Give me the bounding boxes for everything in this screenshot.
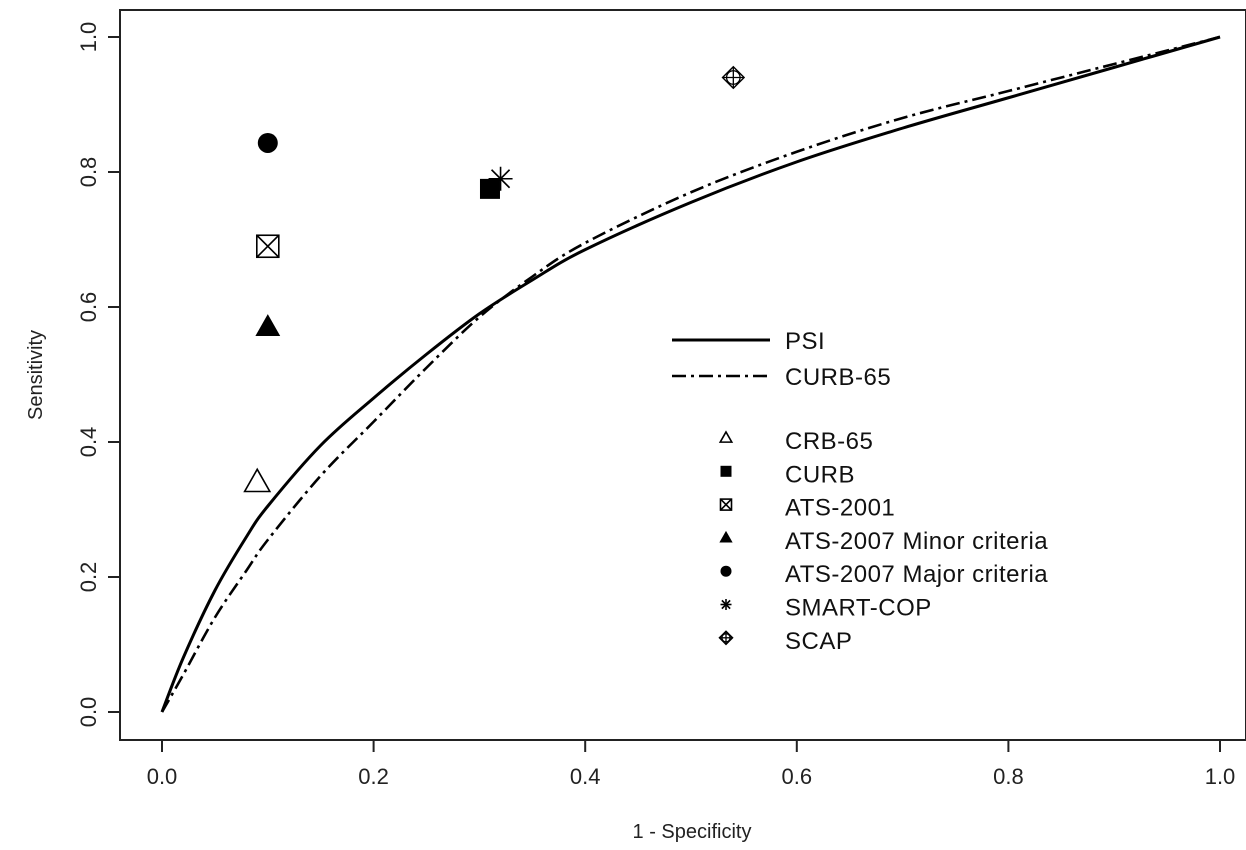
legend: PSI CURB-65 CRB-65 CURB ATS-2001 ATS-2007 Min… [672, 328, 1048, 655]
point-scap [721, 65, 746, 90]
x-tick-label: 0.6 [782, 764, 813, 789]
y-tick-label: 0.8 [76, 157, 101, 188]
x-tick-label: 0.0 [147, 764, 178, 789]
legend-marker [719, 498, 733, 511]
legend-label: PSI [785, 328, 825, 355]
x-tick-label: 0.2 [358, 764, 389, 789]
roc-curve-curb-65 [160, 35, 1221, 713]
point-ats-2007-major-criteria [257, 132, 278, 153]
point-ats-2001 [255, 234, 280, 259]
point-smart-cop [488, 166, 513, 191]
y-tick-label: 0.2 [76, 562, 101, 593]
legend-marker [720, 465, 732, 477]
legend-label: ATS-2007 Minor criteria [785, 528, 1048, 555]
legend-marker [718, 630, 734, 646]
point-ats-2007-minor-criteria [255, 314, 281, 336]
legend-label: SCAP [785, 628, 852, 655]
legend-label: ATS-2001 [785, 495, 895, 522]
legend-label: CRB-65 [785, 428, 873, 455]
x-tick-label: 1.0 [1205, 764, 1236, 789]
point-crb-65 [243, 467, 272, 493]
y-tick-label: 0.4 [76, 427, 101, 458]
legend-marker [720, 565, 732, 577]
roc-curve-psi [160, 35, 1221, 713]
y-tick-label: 0.0 [76, 697, 101, 728]
legend-label: CURB-65 [785, 364, 891, 391]
legend-label: SMART-COP [785, 595, 932, 622]
y-tick-label: 1.0 [76, 22, 101, 53]
score-points [243, 65, 746, 493]
y-axis: 0.0 0.2 0.4 0.6 0.8 1.0 [76, 22, 120, 728]
legend-marker [720, 599, 732, 610]
legend-label: ATS-2007 Major criteria [785, 561, 1048, 588]
legend-marker [719, 530, 733, 543]
x-tick-label: 0.4 [570, 764, 601, 789]
y-tick-label: 0.6 [76, 292, 101, 323]
roc-curves [160, 35, 1221, 713]
x-axis-title: 1 - Specificity [633, 821, 752, 843]
legend-label: CURB [785, 461, 855, 488]
plot-frame [119, 9, 1246, 741]
x-axis: 0.0 0.2 0.4 0.6 0.8 1.0 [147, 740, 1236, 789]
legend-marker [718, 430, 734, 443]
y-axis-title: Sensitivity [25, 330, 47, 420]
x-tick-label: 0.8 [993, 764, 1024, 789]
